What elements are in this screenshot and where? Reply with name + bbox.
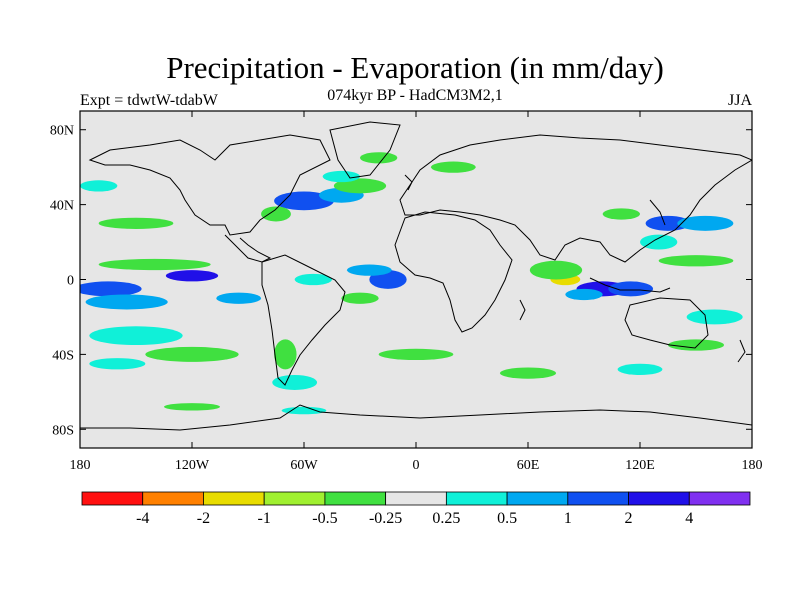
precip-anomaly-region bbox=[500, 367, 556, 379]
precip-anomaly-region bbox=[261, 206, 291, 222]
colorbar-label: -1 bbox=[258, 510, 271, 527]
coast-japan bbox=[649, 199, 666, 226]
precip-anomaly-region bbox=[89, 358, 146, 370]
precip-anomaly-region bbox=[430, 161, 476, 173]
x-tick-label: 120W bbox=[175, 458, 210, 473]
precip-anomaly-region bbox=[281, 406, 327, 415]
precip-anomaly-region bbox=[294, 273, 333, 286]
precip-anomaly-region bbox=[322, 170, 361, 183]
coast-africa bbox=[394, 211, 513, 333]
y-axis: 80N 40N 0 40S 80S bbox=[50, 124, 752, 438]
precip-anomaly-region bbox=[529, 260, 583, 280]
x-tick-label: 60W bbox=[290, 458, 318, 473]
colorbar-label: -2 bbox=[197, 510, 210, 527]
precip-anomaly-region bbox=[686, 309, 743, 325]
coast-south-america bbox=[261, 254, 346, 386]
colorbar-swatch bbox=[81, 491, 144, 506]
precip-anomaly-region bbox=[145, 346, 239, 362]
precip-anomaly-region bbox=[98, 258, 211, 271]
precip-anomaly-region bbox=[378, 348, 454, 361]
coast-greenland bbox=[329, 121, 401, 179]
coast-madagascar bbox=[519, 299, 526, 321]
colorbar-label: -4 bbox=[136, 510, 149, 527]
precip-anomaly-region bbox=[85, 294, 168, 310]
colorbar-swatch bbox=[688, 491, 751, 506]
chart-title: Precipitation - Evaporation (in mm/day) bbox=[166, 50, 664, 85]
x-tick-label: 180 bbox=[70, 458, 91, 473]
precip-anomaly-region bbox=[80, 281, 142, 297]
colorbar-swatch bbox=[445, 491, 508, 506]
coast-antarctica bbox=[80, 404, 752, 431]
experiment-label: Expt = tdwtW-tdabW bbox=[80, 92, 218, 109]
x-tick-label: 120E bbox=[625, 458, 655, 473]
precip-anomaly-region bbox=[333, 178, 387, 194]
precip-anomaly-region bbox=[80, 180, 118, 192]
colorbar-label: 1 bbox=[564, 510, 572, 527]
coast-north-america bbox=[88, 134, 331, 236]
season-label: JJA bbox=[727, 92, 752, 109]
coastlines bbox=[80, 121, 752, 431]
precip-anomaly-region bbox=[677, 215, 734, 231]
y-tick-label: 40S bbox=[52, 348, 74, 363]
colorbar-swatch bbox=[506, 491, 569, 506]
coast-central-america bbox=[224, 234, 272, 263]
colorbar-label: -0.25 bbox=[369, 510, 402, 527]
precip-anomaly-region bbox=[602, 208, 640, 220]
x-tick-label: 0 bbox=[413, 458, 420, 473]
colorbar-swatch bbox=[385, 491, 447, 506]
colorbar-swatch bbox=[263, 491, 326, 506]
precip-anomaly-region bbox=[565, 288, 603, 301]
colorbar: -4 -2 -1 -0.5 -0.25 0.25 0.5 1 2 4 bbox=[81, 491, 751, 527]
precip-anomaly-region bbox=[658, 255, 734, 267]
precip-anomaly-region bbox=[645, 215, 691, 231]
colorbar-label: 0.25 bbox=[432, 510, 460, 527]
colorbar-swatch bbox=[203, 491, 265, 506]
x-tick-label: 60E bbox=[517, 458, 540, 473]
precip-anomaly-region bbox=[98, 217, 174, 229]
precip-anomaly-region bbox=[216, 292, 262, 304]
colorbar-swatch bbox=[628, 491, 690, 506]
precip-anomaly-region bbox=[346, 264, 392, 276]
precip-anomaly-region bbox=[89, 326, 183, 346]
y-tick-label: 80S bbox=[52, 423, 74, 438]
coast-indonesia bbox=[589, 277, 671, 293]
chart-subtitle: 074kyr BP - HadCM3M2,1 bbox=[327, 87, 503, 104]
precip-field bbox=[80, 152, 743, 415]
x-axis: 180 120W 60W 0 60E 120E 180 bbox=[70, 111, 763, 473]
precip-anomaly-region bbox=[164, 403, 220, 411]
coast-new-zealand bbox=[737, 339, 746, 363]
coast-uk bbox=[404, 174, 413, 191]
y-tick-label: 80N bbox=[50, 124, 74, 139]
colorbar-swatch bbox=[142, 491, 204, 506]
colorbar-swatch bbox=[324, 491, 387, 506]
precip-anomaly-region bbox=[272, 374, 318, 390]
coast-europe-asia bbox=[399, 134, 752, 263]
precip-anomaly-region bbox=[341, 292, 379, 304]
precip-anomaly-region bbox=[668, 339, 724, 351]
colorbar-label: 2 bbox=[625, 510, 633, 527]
colorbar-label: 4 bbox=[685, 510, 693, 527]
coast-australia bbox=[624, 297, 709, 349]
colorbar-label: -0.5 bbox=[312, 510, 337, 527]
x-tick-label: 180 bbox=[742, 458, 763, 473]
colorbar-label: 0.5 bbox=[497, 510, 517, 527]
precip-anomaly-region bbox=[274, 339, 297, 370]
precip-anomaly-region bbox=[608, 281, 654, 297]
y-tick-label: 0 bbox=[67, 274, 74, 289]
precip-anomaly-region bbox=[640, 234, 678, 250]
precip-anomaly-region bbox=[617, 363, 663, 375]
y-tick-label: 40N bbox=[50, 199, 74, 214]
colorbar-swatch bbox=[567, 491, 629, 506]
precip-anomaly-region bbox=[165, 270, 219, 282]
precip-anomaly-region bbox=[360, 152, 398, 164]
